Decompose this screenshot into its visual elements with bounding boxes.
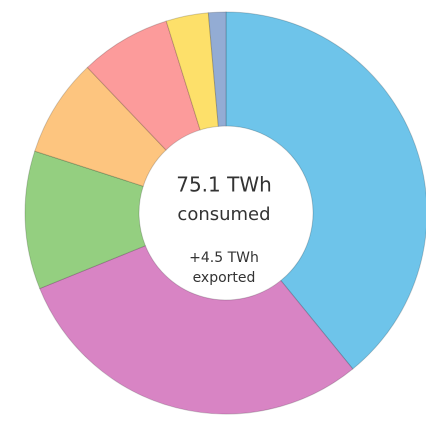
donut-slice bbox=[34, 66, 167, 187]
center-total: 75.1 TWh bbox=[176, 173, 272, 197]
donut-slice bbox=[165, 12, 219, 131]
donut-slice bbox=[24, 150, 147, 290]
center-export-caption: exported bbox=[193, 270, 256, 286]
center-export: +4.5 TWh bbox=[189, 250, 259, 266]
center-caption: consumed bbox=[177, 204, 270, 225]
donut-slice bbox=[207, 11, 227, 127]
donut-slice bbox=[39, 245, 354, 415]
slices bbox=[24, 11, 426, 415]
donut-slice bbox=[225, 11, 426, 370]
